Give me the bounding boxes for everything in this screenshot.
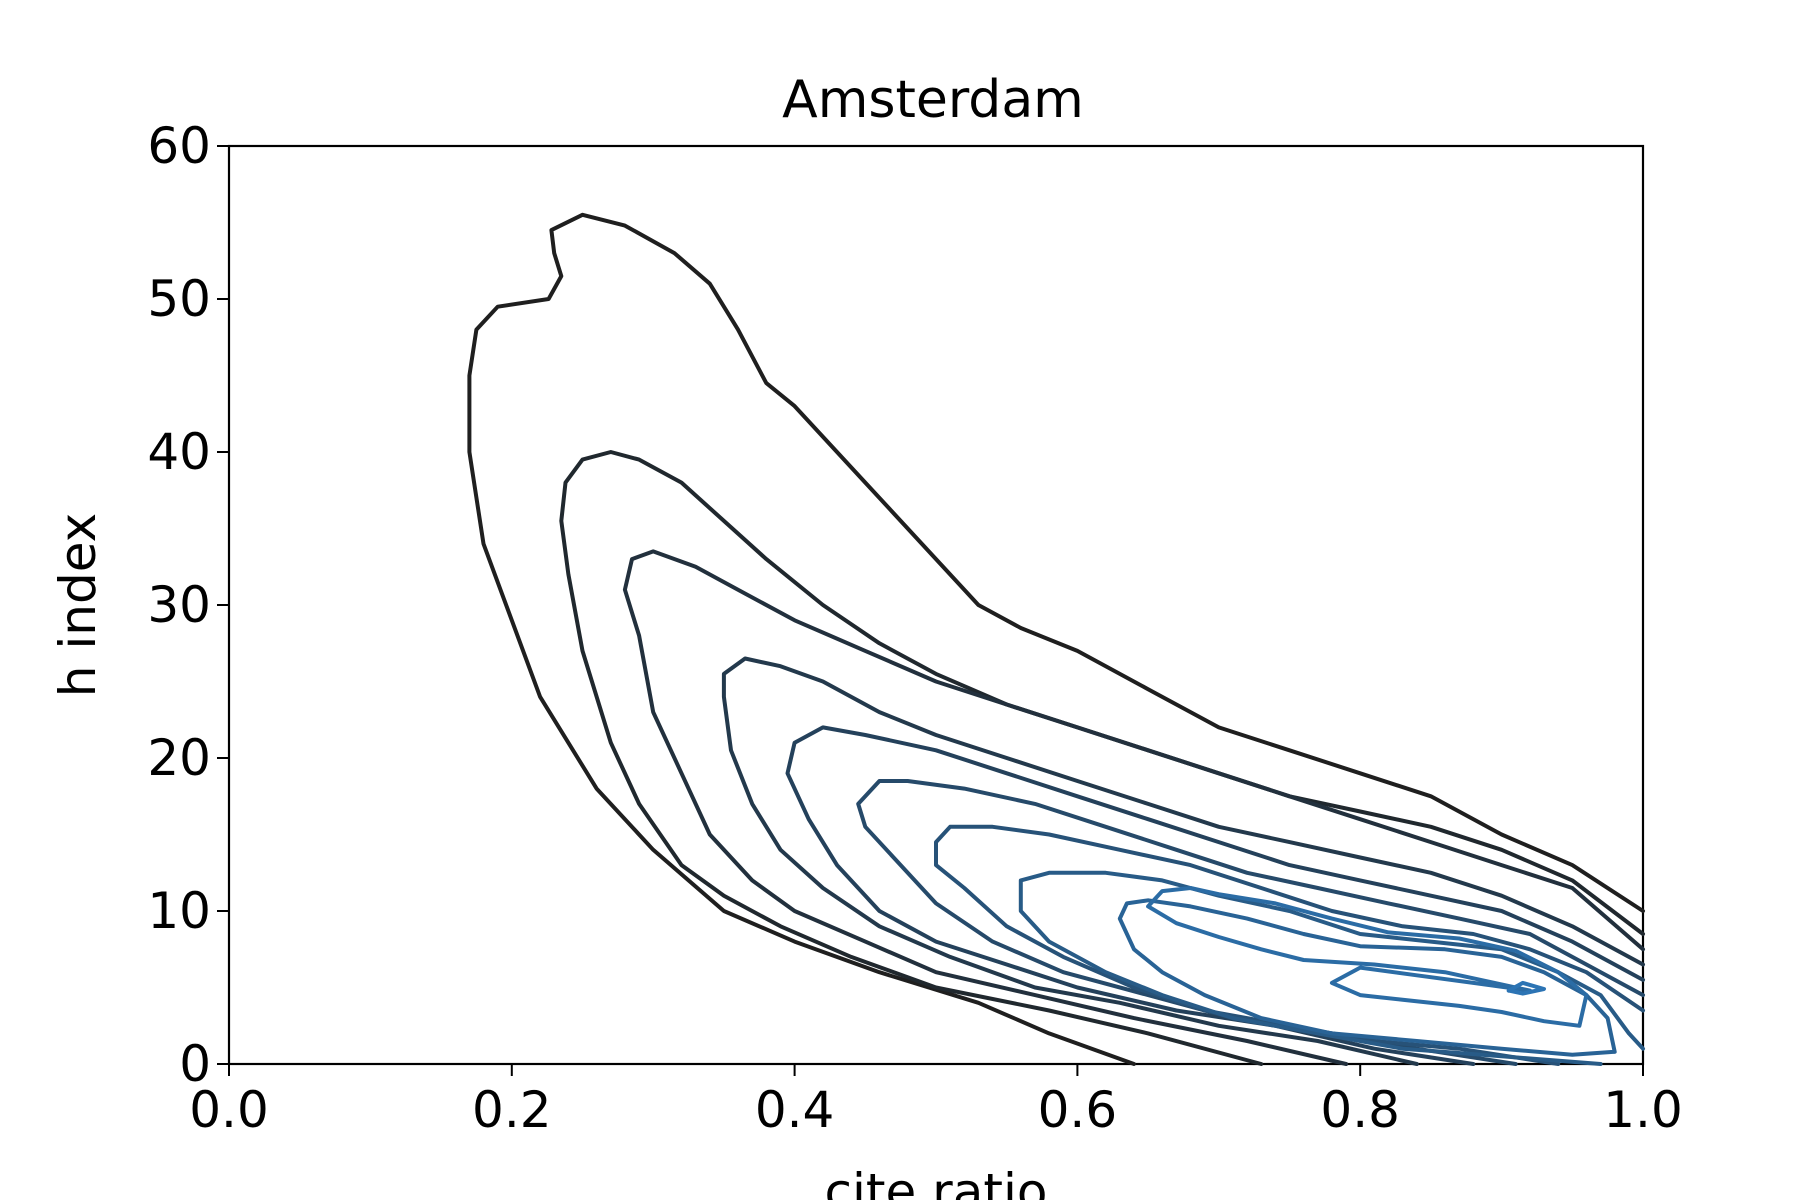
y-axis-ticks: 0 10 20 30 40 50 60 bbox=[147, 117, 229, 1093]
contour-level-7 bbox=[934, 824, 1645, 1066]
x-tick-label: 0.2 bbox=[472, 1081, 552, 1139]
x-tick-label: 0.4 bbox=[755, 1081, 835, 1139]
x-axis-label: cite ratio bbox=[825, 1163, 1048, 1200]
plot-area bbox=[227, 144, 1645, 1066]
plot-frame bbox=[227, 144, 1645, 1066]
x-tick-label: 0.0 bbox=[189, 1081, 269, 1139]
x-axis-ticks: 0.0 0.2 0.4 0.6 0.8 1.0 bbox=[189, 1064, 1683, 1139]
contour-level-1 bbox=[467, 212, 1645, 1066]
contour-level-4 bbox=[721, 656, 1645, 1066]
y-tick-label: 40 bbox=[147, 423, 211, 481]
x-tick-label: 0.8 bbox=[1320, 1081, 1400, 1139]
chart-title: Amsterdam bbox=[782, 70, 1084, 130]
x-tick-label: 1.0 bbox=[1603, 1081, 1683, 1139]
y-tick-label: 0 bbox=[179, 1035, 211, 1093]
y-tick-label: 30 bbox=[147, 576, 211, 634]
contour-level-10 bbox=[1146, 886, 1589, 1028]
y-tick-label: 10 bbox=[147, 882, 211, 940]
contour-level-5 bbox=[785, 725, 1645, 1066]
contour-level-3 bbox=[622, 549, 1645, 1066]
y-tick-label: 60 bbox=[147, 117, 211, 175]
x-tick-label: 0.6 bbox=[1038, 1081, 1118, 1139]
contour-level-11 bbox=[1506, 980, 1546, 996]
y-tick-label: 50 bbox=[147, 270, 211, 328]
contour-level-9 bbox=[1117, 898, 1617, 1057]
contour-level-8 bbox=[1018, 870, 1645, 1066]
contour-level-6 bbox=[856, 779, 1645, 1066]
y-axis-label: h index bbox=[49, 513, 107, 697]
contour-lines bbox=[467, 212, 1645, 1066]
y-tick-label: 20 bbox=[147, 729, 211, 787]
